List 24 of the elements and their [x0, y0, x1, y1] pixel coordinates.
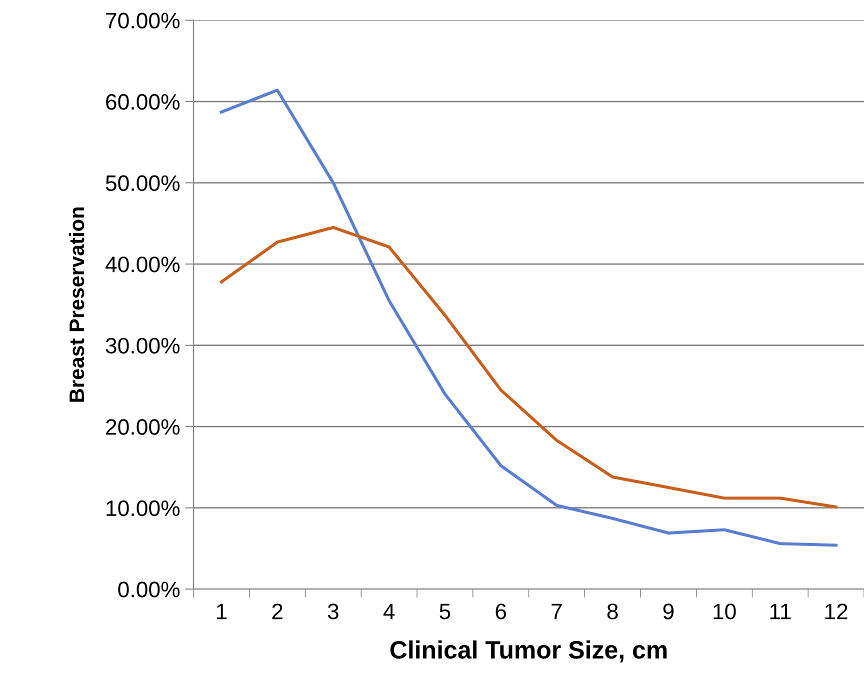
x-tick-label: 6: [496, 604, 506, 620]
y-tick-label: 50.00%: [106, 175, 180, 192]
y-tick-label: 0.00%: [118, 582, 180, 598]
y-tick-label: 60.00%: [106, 94, 180, 110]
x-axis-title: Clinical Tumor Size, cm: [390, 640, 667, 662]
x-tick-label: 10: [714, 604, 736, 620]
x-tick-label: 11: [770, 604, 791, 620]
x-tick-label: 4: [383, 604, 395, 620]
x-tick-label: 3: [328, 604, 338, 620]
y-axis-title: Breast Preservation: [68, 208, 84, 402]
y-tick-label: 70.00%: [106, 12, 180, 29]
line-series: [220, 88, 838, 547]
x-tick-label: 7: [552, 604, 562, 620]
x-tick-label: 1: [216, 604, 227, 620]
line-series: [220, 226, 838, 509]
x-tick-label: 12: [825, 604, 848, 620]
y-tick-label: 10.00%: [106, 500, 180, 516]
y-tick-label: 20.00%: [106, 419, 180, 435]
x-tick-label: 8: [607, 604, 618, 620]
y-tick-label: 40.00%: [105, 256, 180, 272]
x-tick-label: 2: [272, 604, 282, 620]
x-tick-label: 5: [440, 604, 450, 620]
x-tick-label: 9: [663, 604, 674, 620]
y-tick-label: 30.00%: [106, 338, 180, 354]
